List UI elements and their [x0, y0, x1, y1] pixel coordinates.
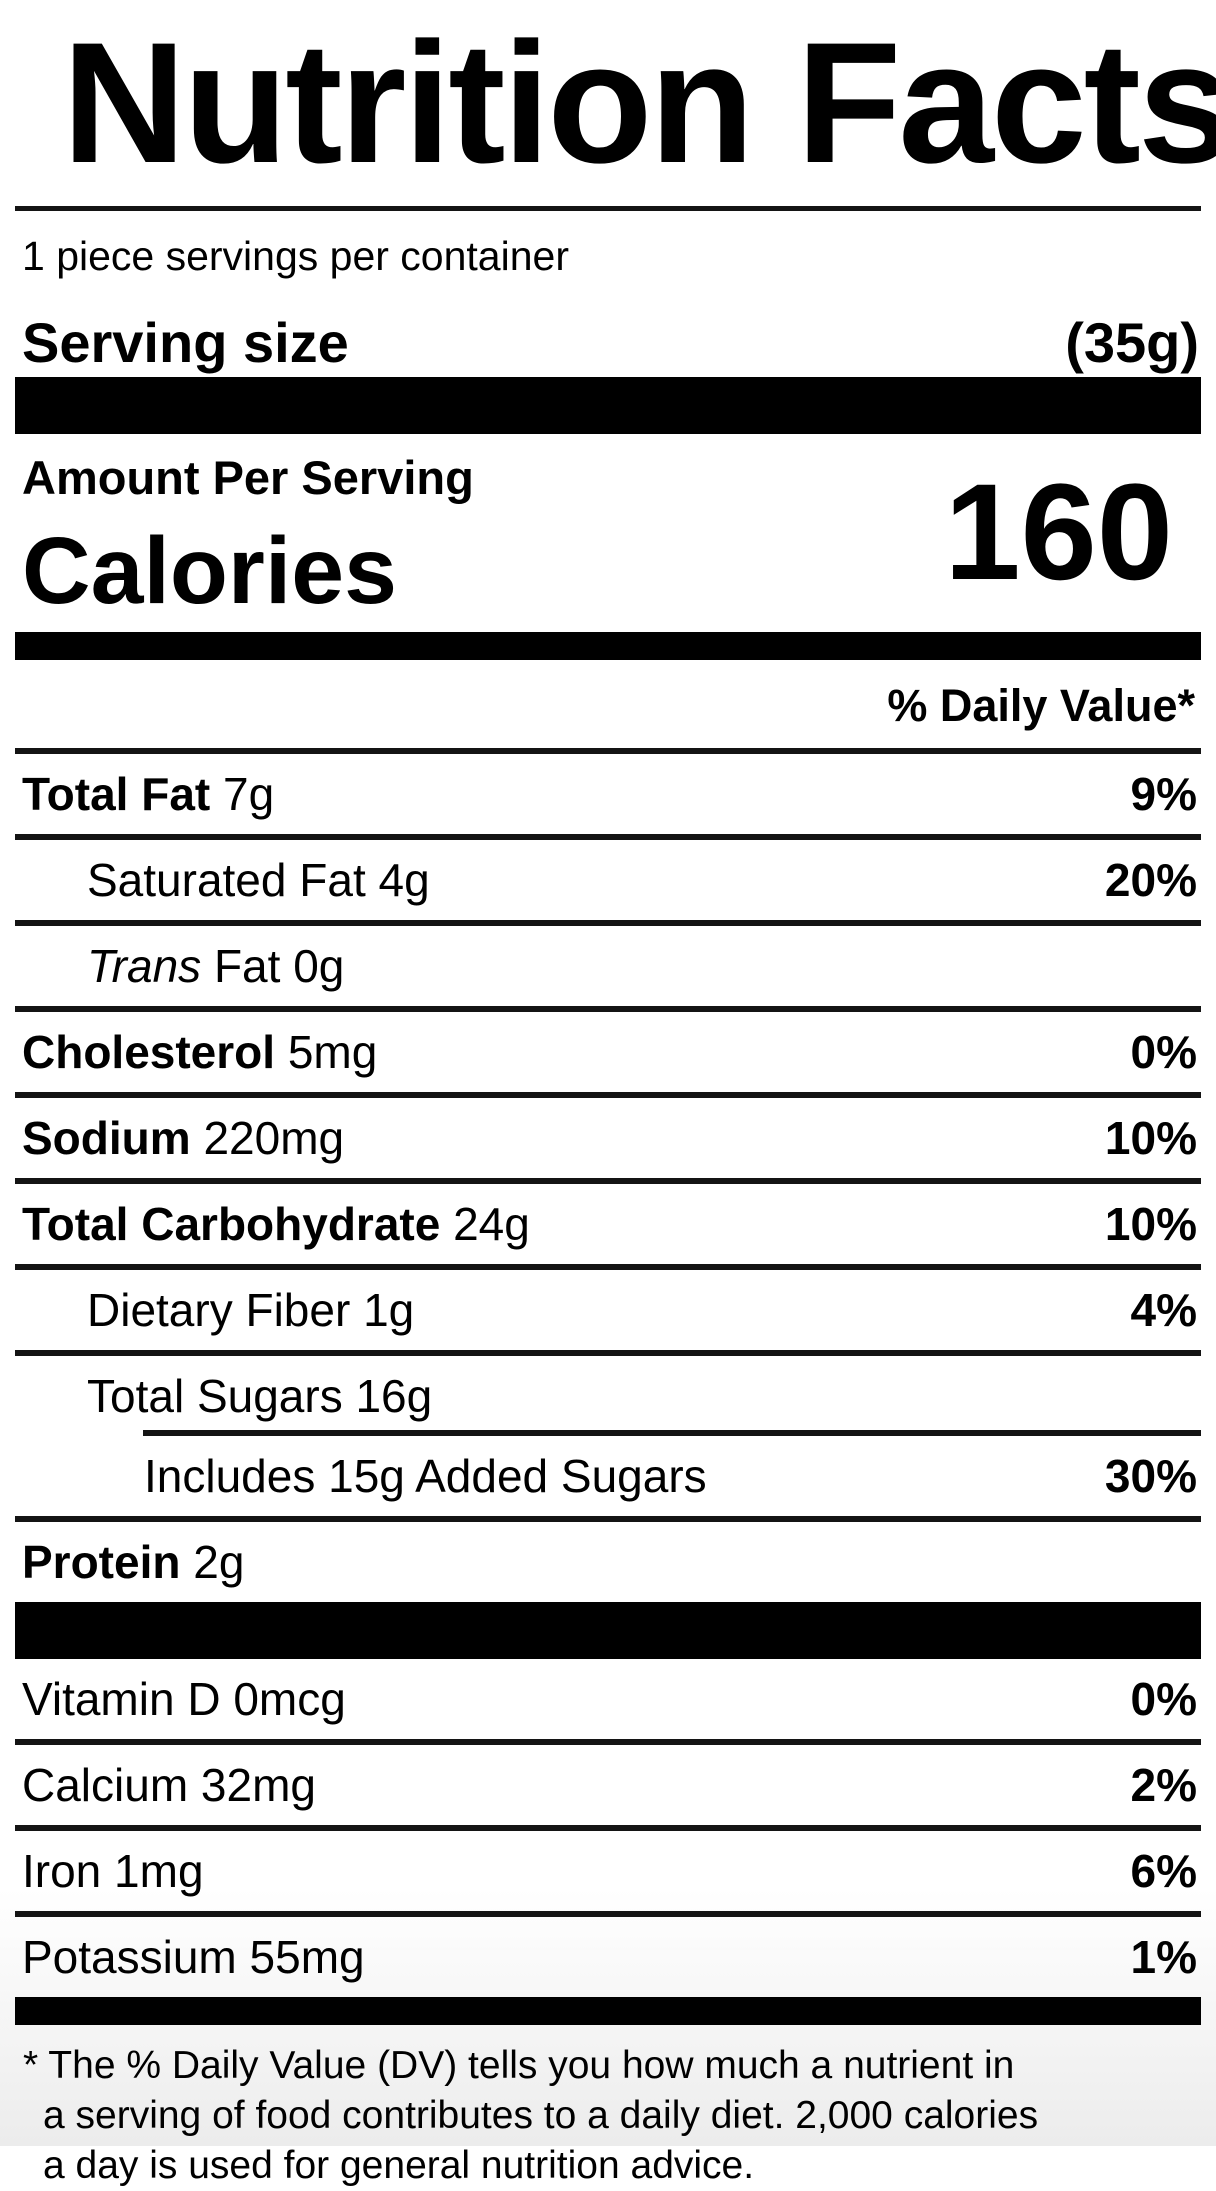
- daily-value: 0%: [1130, 1026, 1197, 1078]
- nutrient-name: Sodium 220mg: [22, 1111, 344, 1165]
- nutrient-name-part: 7g: [210, 768, 275, 820]
- nutrient-name: Vitamin D 0mcg: [22, 1672, 346, 1726]
- nutrient-name: Total Fat 7g: [22, 767, 274, 821]
- nutrient-name-part: Fat 0g: [201, 940, 345, 992]
- serving-size-label: Serving size: [22, 311, 349, 374]
- micronutrient-rows: Vitamin D 0mcg 0% Calcium 32mg 2% Iron 1…: [15, 1659, 1201, 1997]
- serving-size-row: Serving size (35g): [15, 300, 1201, 377]
- nutrient-row: Total Sugars 16g: [15, 1356, 1201, 1436]
- daily-value: 0%: [1130, 1673, 1197, 1725]
- nutrient-name: Includes 15g Added Sugars: [144, 1449, 707, 1503]
- daily-value: 2%: [1130, 1759, 1197, 1811]
- nutrient-name-part: Dietary Fiber 1g: [87, 1284, 415, 1336]
- separator-bar-bottom: [15, 1997, 1201, 2025]
- nutrient-row: Dietary Fiber 1g 4%: [15, 1270, 1201, 1356]
- nutrient-name: Total Carbohydrate 24g: [22, 1197, 530, 1251]
- nutrient-name-part: 220mg: [190, 1112, 345, 1164]
- nutrient-name: Calcium 32mg: [22, 1758, 316, 1812]
- nutrient-name-part: Protein: [22, 1536, 181, 1588]
- nutrient-name: Trans Fat 0g: [87, 939, 344, 993]
- nutrient-row: Calcium 32mg 2%: [15, 1745, 1201, 1831]
- daily-value-header: % Daily Value*: [15, 660, 1201, 754]
- nutrient-name-part: 24g: [440, 1198, 530, 1250]
- nutrient-row: Potassium 55mg 1%: [15, 1917, 1201, 1997]
- nutrient-name-part: Iron 1mg: [22, 1845, 204, 1897]
- daily-value: 20%: [1104, 854, 1197, 906]
- footnote-line: a day is used for general nutrition advi…: [43, 2144, 755, 2187]
- calories-section: Amount Per Serving Calories 160: [15, 434, 1201, 632]
- daily-value: 9%: [1130, 768, 1197, 820]
- label-title: Nutrition Facts: [62, 7, 1216, 199]
- nutrient-name-part: Total Fat: [22, 768, 211, 820]
- nutrient-row: Saturated Fat 4g 20%: [15, 840, 1201, 926]
- nutrient-name-part: Total Sugars 16g: [87, 1370, 433, 1422]
- nutrient-row: Vitamin D 0mcg 0%: [15, 1659, 1201, 1745]
- nutrient-name-part: Calcium 32mg: [22, 1759, 316, 1811]
- nutrient-row: Iron 1mg 6%: [15, 1831, 1201, 1917]
- nutrient-name-part: Cholesterol: [22, 1026, 276, 1078]
- nutrient-row: Trans Fat 0g: [15, 926, 1201, 1012]
- nutrient-name-part: 2g: [180, 1536, 245, 1588]
- servings-per-container: 1 piece servings per container: [22, 233, 569, 279]
- amount-per-serving-label: Amount Per Serving: [22, 451, 474, 504]
- nutrient-name-part: Total Carbohydrate: [22, 1198, 441, 1250]
- daily-value: 30%: [1104, 1450, 1197, 1502]
- nutrient-name: Total Sugars 16g: [87, 1369, 432, 1423]
- nutrient-row: Cholesterol 5mg 0%: [15, 1012, 1201, 1098]
- nutrient-name-part: Sodium: [22, 1112, 191, 1164]
- nutrient-name: Iron 1mg: [22, 1844, 204, 1898]
- title-block: Nutrition Facts: [15, 0, 1216, 211]
- nutrient-name-part: Trans: [87, 940, 202, 992]
- nutrient-name-part: Saturated Fat 4g: [87, 854, 430, 906]
- calories-label: Calories: [22, 517, 397, 624]
- separator-bar-top: [15, 377, 1201, 434]
- nutrient-name: Potassium 55mg: [22, 1930, 365, 1984]
- daily-value: 1%: [1130, 1931, 1197, 1983]
- nutrient-name-part: 5mg: [275, 1026, 378, 1078]
- nutrient-row: Includes 15g Added Sugars 30%: [15, 1436, 1201, 1522]
- nutrient-rows: Total Fat 7g 9% Saturated Fat 4g 20% Tra…: [15, 754, 1201, 1602]
- separator-bar-calories: [15, 632, 1201, 660]
- nutrient-name-part: Potassium 55mg: [22, 1931, 365, 1983]
- daily-value: 10%: [1104, 1112, 1197, 1164]
- daily-value: 4%: [1130, 1284, 1197, 1336]
- nutrient-row: Sodium 220mg 10%: [15, 1098, 1201, 1184]
- daily-value: 6%: [1130, 1845, 1197, 1897]
- nutrient-row: Total Fat 7g 9%: [15, 754, 1201, 840]
- footnote: * The % Daily Value (DV) tells you how m…: [15, 2025, 1201, 2191]
- nutrient-name: Protein 2g: [22, 1535, 244, 1589]
- nutrient-name: Saturated Fat 4g: [87, 853, 430, 907]
- separator-bar-protein: [15, 1602, 1201, 1659]
- nutrient-name-part: Vitamin D 0mcg: [22, 1673, 346, 1725]
- nutrient-row: Total Carbohydrate 24g 10%: [15, 1184, 1201, 1270]
- nutrient-row: Protein 2g: [15, 1522, 1201, 1602]
- daily-value: 10%: [1104, 1198, 1197, 1250]
- calories-value: 160: [944, 456, 1173, 609]
- footnote-line: * The % Daily Value (DV) tells you how m…: [23, 2044, 1015, 2087]
- nutrient-name-part: Includes 15g Added Sugars: [144, 1450, 707, 1502]
- serving-size-value: (35g): [1065, 311, 1199, 374]
- nutrient-name: Dietary Fiber 1g: [87, 1283, 414, 1337]
- footnote-line: a serving of food contributes to a daily…: [43, 2094, 1039, 2137]
- nutrient-name: Cholesterol 5mg: [22, 1025, 377, 1079]
